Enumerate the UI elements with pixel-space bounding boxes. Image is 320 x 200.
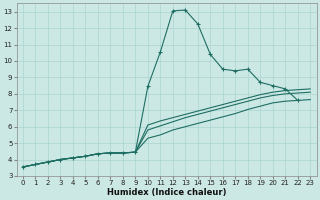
X-axis label: Humidex (Indice chaleur): Humidex (Indice chaleur) — [107, 188, 226, 197]
